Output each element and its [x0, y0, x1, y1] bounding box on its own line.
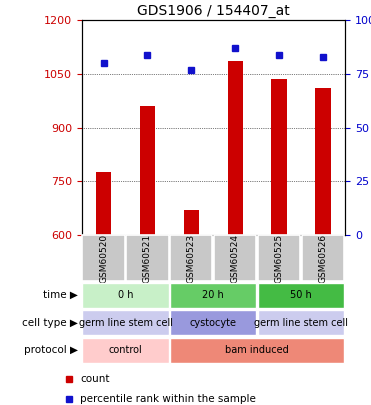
Text: GSM60525: GSM60525: [275, 234, 284, 283]
Bar: [258, 235, 300, 281]
Text: percentile rank within the sample: percentile rank within the sample: [80, 394, 256, 403]
Text: GSM60526: GSM60526: [319, 234, 328, 283]
Text: GSM60524: GSM60524: [231, 234, 240, 283]
Text: 20 h: 20 h: [203, 290, 224, 300]
Bar: [82, 338, 168, 363]
Bar: [315, 88, 331, 235]
Bar: [214, 235, 256, 281]
Title: GDS1906 / 154407_at: GDS1906 / 154407_at: [137, 4, 290, 18]
Text: germ line stem cell: germ line stem cell: [254, 318, 348, 328]
Text: 0 h: 0 h: [118, 290, 133, 300]
Text: 50 h: 50 h: [290, 290, 312, 300]
Bar: [170, 338, 344, 363]
Bar: [82, 235, 125, 281]
Bar: [96, 172, 111, 235]
Text: GSM60521: GSM60521: [143, 234, 152, 283]
Text: germ line stem cell: germ line stem cell: [79, 318, 173, 328]
Bar: [258, 283, 344, 308]
Bar: [82, 283, 168, 308]
Text: cell type ▶: cell type ▶: [22, 318, 78, 328]
Bar: [184, 210, 199, 235]
Bar: [170, 283, 256, 308]
Text: protocol ▶: protocol ▶: [24, 345, 78, 355]
Text: count: count: [80, 375, 109, 384]
Bar: [140, 106, 155, 235]
Bar: [272, 79, 287, 235]
Bar: [170, 310, 256, 335]
Bar: [127, 235, 168, 281]
Bar: [227, 62, 243, 235]
Bar: [170, 235, 213, 281]
Bar: [82, 310, 168, 335]
Bar: [302, 235, 344, 281]
Text: cystocyte: cystocyte: [190, 318, 237, 328]
Text: GSM60520: GSM60520: [99, 234, 108, 283]
Text: GSM60523: GSM60523: [187, 234, 196, 283]
Bar: [258, 310, 344, 335]
Text: time ▶: time ▶: [43, 290, 78, 300]
Text: bam induced: bam induced: [225, 345, 289, 355]
Text: control: control: [109, 345, 142, 355]
